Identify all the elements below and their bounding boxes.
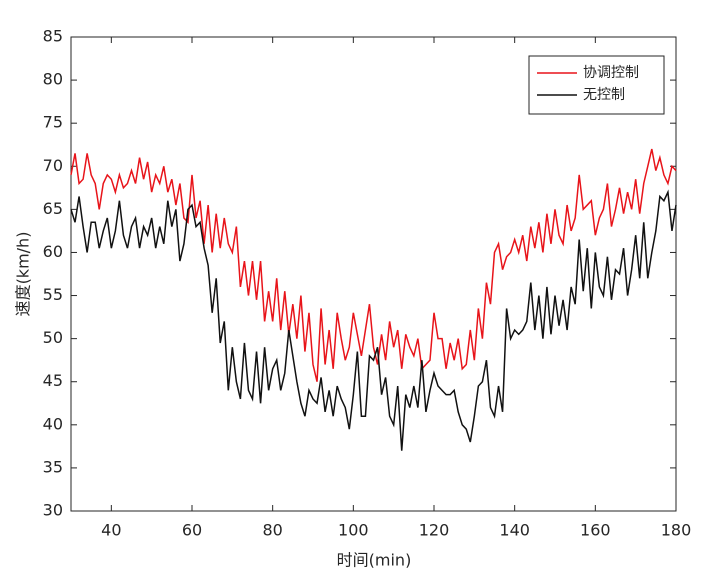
x-tick-label: 60 <box>182 521 202 540</box>
x-tick-label: 40 <box>101 521 121 540</box>
y-tick-label: 30 <box>43 501 63 520</box>
x-tick-label: 160 <box>580 521 611 540</box>
y-tick-label: 45 <box>43 371 63 390</box>
series-line <box>70 148 677 382</box>
x-tick-label: 140 <box>499 521 530 540</box>
x-tick-label: 100 <box>338 521 369 540</box>
x-tick-label: 180 <box>661 521 692 540</box>
x-axis-label: 时间(min) <box>337 551 412 570</box>
y-tick-label: 70 <box>43 156 63 175</box>
legend-box <box>528 55 665 115</box>
plot-area <box>70 36 677 512</box>
legend-label: 无控制 <box>583 87 625 103</box>
y-axis-label: 速度(km/h) <box>14 232 33 317</box>
y-tick-label: 75 <box>43 113 63 132</box>
y-tick-label: 65 <box>43 199 63 218</box>
y-tick-label: 55 <box>43 285 63 304</box>
series-line <box>70 189 677 451</box>
x-tick-label: 80 <box>262 521 282 540</box>
legend-label: 协调控制 <box>583 65 639 81</box>
y-tick-label: 50 <box>43 328 63 347</box>
y-tick-label: 85 <box>43 27 63 46</box>
y-tick-label: 35 <box>43 457 63 476</box>
y-tick-label: 40 <box>43 414 63 433</box>
y-tick-label: 60 <box>43 242 63 261</box>
y-tick-label: 80 <box>43 70 63 89</box>
x-tick-label: 120 <box>419 521 450 540</box>
